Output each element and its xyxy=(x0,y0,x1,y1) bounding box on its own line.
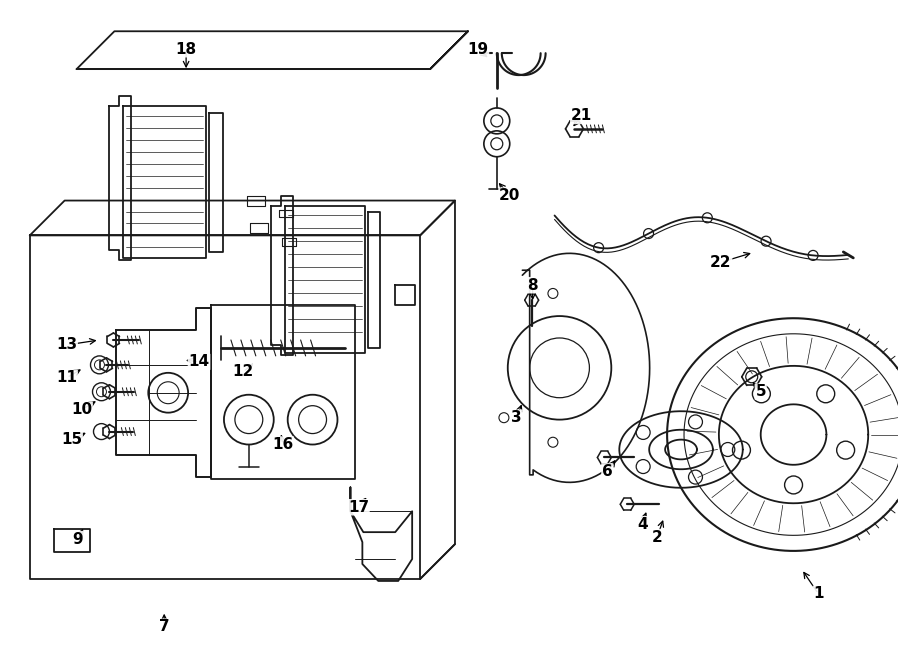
Text: 5: 5 xyxy=(755,384,766,399)
Text: 6: 6 xyxy=(602,464,613,479)
Text: 17: 17 xyxy=(347,500,369,515)
Text: 16: 16 xyxy=(272,437,293,452)
Text: 3: 3 xyxy=(511,410,522,425)
Text: 19: 19 xyxy=(467,42,489,57)
Text: 13: 13 xyxy=(56,338,77,352)
Text: 1: 1 xyxy=(814,587,824,601)
Text: 4: 4 xyxy=(637,516,647,532)
Text: 14: 14 xyxy=(188,354,210,369)
Text: 18: 18 xyxy=(176,42,197,57)
Text: 10: 10 xyxy=(71,402,92,417)
Text: 22: 22 xyxy=(710,255,732,270)
Text: 20: 20 xyxy=(500,188,520,203)
Text: 9: 9 xyxy=(72,532,83,547)
Text: 12: 12 xyxy=(232,364,254,379)
Text: 2: 2 xyxy=(652,530,662,545)
Text: 15: 15 xyxy=(61,432,82,447)
Text: 8: 8 xyxy=(527,277,538,293)
Text: 11: 11 xyxy=(56,370,77,385)
Text: 21: 21 xyxy=(571,109,592,123)
Text: 7: 7 xyxy=(159,619,169,634)
